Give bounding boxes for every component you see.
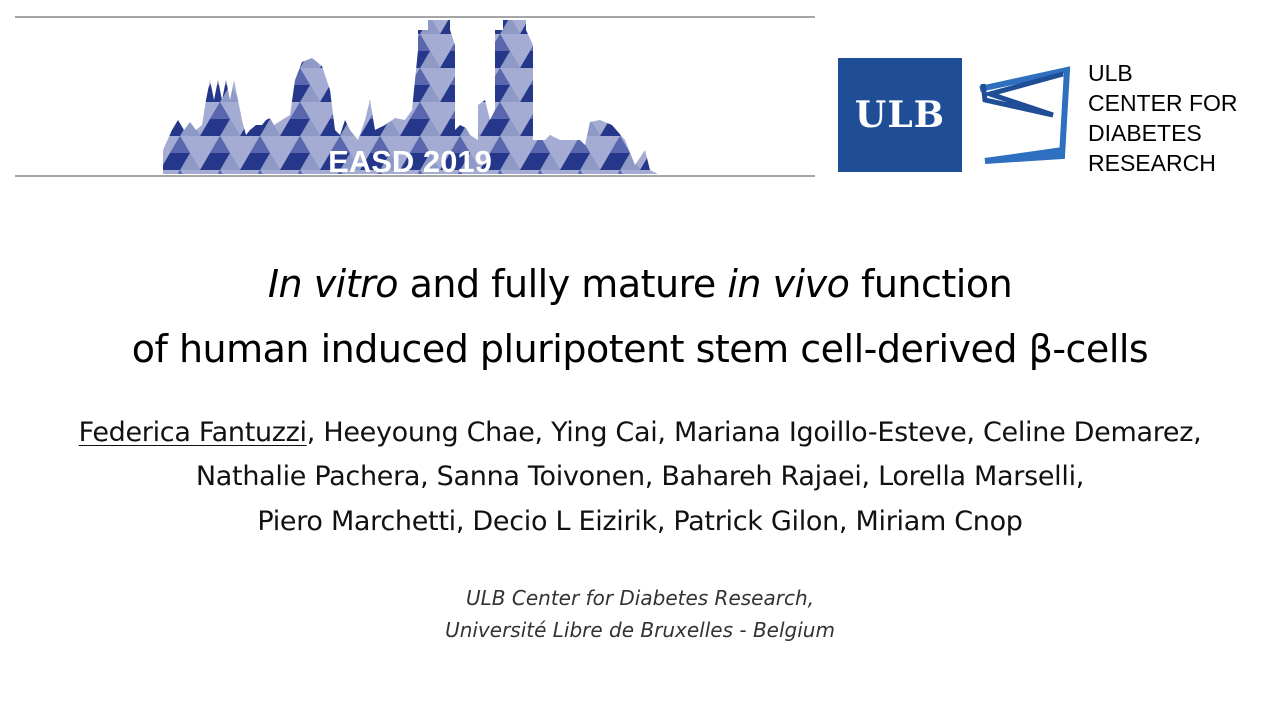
title-line-1: In vitro and fully mature in vivo functi… (0, 262, 1280, 306)
title-italic-in-vitro: In vitro (267, 262, 399, 306)
title-text: function (849, 262, 1013, 306)
title-line-2: of human induced pluripotent stem cell-d… (131, 327, 1149, 371)
center-name-line: DIABETES (1088, 120, 1202, 146)
affiliation-line-2: Université Libre de Bruxelles - Belgium (445, 618, 835, 642)
center-name-line: ULB (1088, 60, 1133, 86)
banner-bottom-rule (15, 175, 815, 177)
center-name: ULB CENTER FOR DIABETES RESEARCH (1088, 58, 1238, 178)
banner-top-rule (15, 16, 815, 18)
affiliation-line-1: ULB Center for Diabetes Research, (466, 586, 814, 610)
easd-logo-text: EASD 2019 (328, 144, 492, 179)
presenting-author: Federica Fantuzzi (78, 417, 307, 448)
authors-text: , Heeyoung Chae, Ying Cai, Mariana Igoil… (306, 417, 1202, 448)
center-name-line: CENTER FOR (1088, 90, 1238, 116)
easd-2019-skyline-logo: EASD 2019 (163, 20, 658, 179)
center-name-line: RESEARCH (1088, 150, 1216, 176)
authors-line-3: Piero Marchetti, Decio L Eizirik, Patric… (257, 506, 1023, 537)
title-italic-in-vivo: in vivo (727, 262, 850, 306)
diabetes-center-logo-mark (979, 66, 1071, 164)
authors-line-1: Federica Fantuzzi, Heeyoung Chae, Ying C… (0, 417, 1280, 448)
title-text: and fully mature (398, 262, 728, 306)
ulb-logo: ULB (838, 58, 962, 172)
ulb-logo-text: ULB (854, 94, 946, 136)
authors-line-2: Nathalie Pachera, Sanna Toivonen, Bahare… (195, 461, 1085, 492)
